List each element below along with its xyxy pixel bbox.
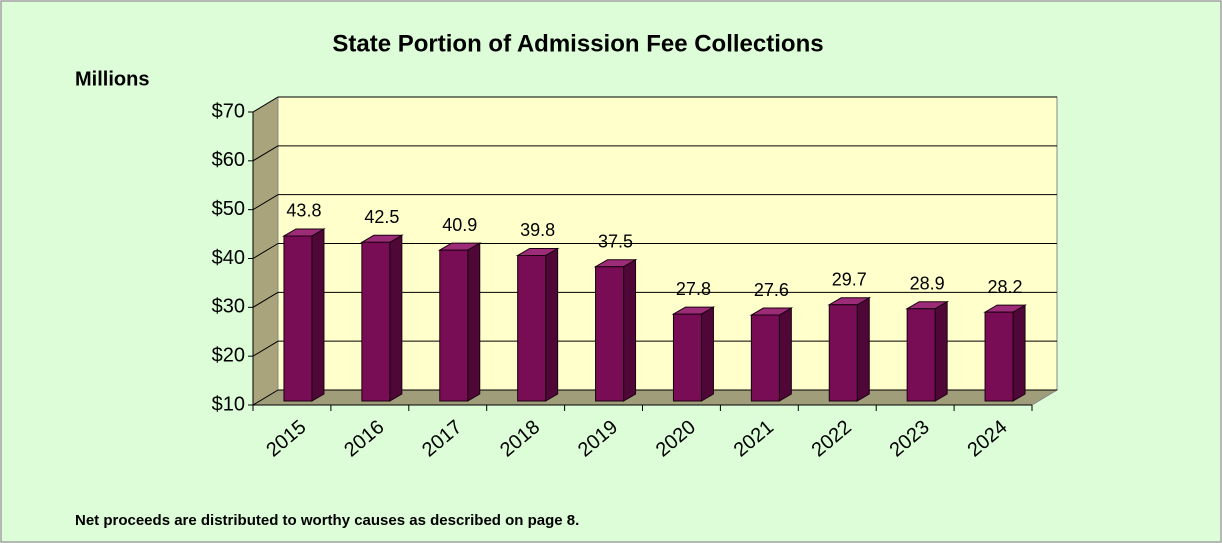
bar-front xyxy=(595,266,625,402)
bar xyxy=(827,296,872,402)
bar xyxy=(437,242,482,402)
bar-side xyxy=(311,228,325,402)
footnote: Net proceeds are distributed to worthy c… xyxy=(75,512,579,529)
value-label: 27.8 xyxy=(676,279,711,299)
bar xyxy=(905,300,949,402)
bar-side xyxy=(1012,304,1026,402)
value-label: 37.5 xyxy=(598,231,633,251)
y-tick-label: $10 xyxy=(212,393,245,415)
value-label: 28.9 xyxy=(910,273,945,293)
bar-front xyxy=(750,314,780,402)
bar-side xyxy=(389,234,403,402)
grid-line-side xyxy=(252,194,279,211)
bar-side xyxy=(623,258,637,402)
bar-front xyxy=(828,304,858,402)
value-label: 27.6 xyxy=(754,280,789,300)
bar-front xyxy=(517,254,547,402)
y-tick-label: $40 xyxy=(212,247,245,269)
bar xyxy=(360,234,404,402)
bar xyxy=(749,307,794,402)
bar-front xyxy=(361,241,391,402)
grid-line-side xyxy=(252,145,279,162)
value-label: 29.7 xyxy=(832,270,867,290)
bar-front xyxy=(906,308,936,402)
value-label: 28.2 xyxy=(988,277,1023,297)
y-axis-label: Millions xyxy=(75,68,149,90)
bar xyxy=(983,304,1027,402)
bar xyxy=(671,306,716,402)
y-tick-label: $70 xyxy=(212,100,245,122)
value-label: 43.8 xyxy=(286,201,321,221)
bar-side xyxy=(934,300,948,402)
grid-line-side xyxy=(252,340,279,357)
grid-line-side xyxy=(252,243,279,259)
bar-front xyxy=(672,313,702,402)
grid-line-side xyxy=(252,291,279,308)
bar xyxy=(515,247,560,402)
bar-front xyxy=(984,311,1014,402)
y-tick-label: $60 xyxy=(212,149,245,171)
bar-front xyxy=(439,249,469,402)
bar-side xyxy=(856,296,870,402)
bar-side xyxy=(545,247,559,402)
grid-line-side xyxy=(252,96,279,113)
grid-line-side xyxy=(252,389,279,406)
y-tick-label: $20 xyxy=(212,344,245,366)
y-tick-label: $50 xyxy=(212,198,245,220)
bar-side xyxy=(467,242,481,402)
y-tick-label: $30 xyxy=(212,296,245,318)
chart-title: State Portion of Admission Fee Collectio… xyxy=(332,30,823,57)
bar-front xyxy=(283,235,313,402)
value-label: 39.8 xyxy=(520,220,555,240)
bar-side xyxy=(700,306,714,402)
value-label: 40.9 xyxy=(442,215,477,235)
value-label: 42.5 xyxy=(364,207,399,227)
bar xyxy=(593,258,638,402)
bar-side xyxy=(778,307,792,402)
bar xyxy=(282,228,326,402)
